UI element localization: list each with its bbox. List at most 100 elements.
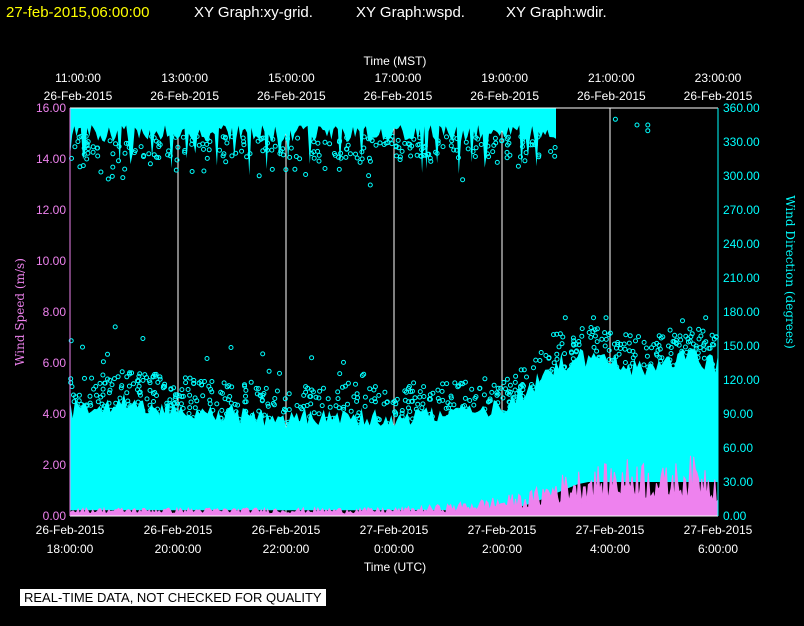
wdir-upper-point xyxy=(221,151,227,157)
wdir-point xyxy=(263,385,269,391)
wdir-point xyxy=(453,423,459,429)
wdir-upper-point xyxy=(316,158,322,164)
wdir-point xyxy=(256,408,262,414)
wdir-point xyxy=(119,383,125,389)
wdir-point xyxy=(409,388,415,394)
wdir-point xyxy=(319,422,325,428)
left-tick: 8.00 xyxy=(43,305,67,319)
wdir-point xyxy=(142,414,148,420)
right-tick: 150.00 xyxy=(723,339,760,353)
wdir-point xyxy=(626,340,632,346)
wdir-upper-point xyxy=(141,154,146,160)
wdir-point xyxy=(92,410,97,416)
wdir-point xyxy=(701,347,707,353)
wdir-point xyxy=(118,385,124,391)
wdir-upper-point xyxy=(515,163,521,169)
wdir-point xyxy=(552,374,558,380)
wdir-upper-point xyxy=(98,169,104,175)
wdir-upper-point xyxy=(337,138,343,144)
wdir-point xyxy=(259,413,265,419)
wdir-point xyxy=(458,411,464,417)
wdir-point xyxy=(641,339,647,345)
wdir-upper-point xyxy=(247,151,253,157)
wdir-upper-point xyxy=(389,141,395,147)
wdir-point xyxy=(426,396,432,402)
wdir-point xyxy=(529,382,534,387)
wdir-upper-point xyxy=(229,153,235,159)
wdir-upper-point xyxy=(292,166,298,172)
wdir-point xyxy=(243,393,248,399)
wdir-point xyxy=(131,381,136,387)
wdir-point xyxy=(340,384,345,390)
wdir-upper-point xyxy=(518,134,524,140)
wdir-point xyxy=(127,370,133,376)
wdir-upper-point xyxy=(486,154,492,160)
wdir-point xyxy=(106,390,112,396)
wdir-point xyxy=(402,388,408,394)
wdir-point xyxy=(613,345,619,351)
wdir-upper-point xyxy=(84,156,90,162)
wdir-point xyxy=(442,421,448,427)
wdir-point xyxy=(187,405,193,411)
wdir-upper-point xyxy=(645,122,651,128)
wdir-point xyxy=(462,379,468,385)
wdir-upper-point xyxy=(331,151,337,156)
wdir-point xyxy=(248,379,254,385)
wdir-point xyxy=(137,413,143,419)
wdir-point xyxy=(611,358,617,364)
wdir-point xyxy=(503,386,508,392)
wdir-point xyxy=(695,350,701,356)
wdir-upper-point xyxy=(552,145,558,150)
right-tick: 0.00 xyxy=(723,509,747,523)
wdir-point xyxy=(100,386,106,392)
wdir-point xyxy=(259,397,265,403)
wdir-point xyxy=(594,348,600,354)
wdir-point xyxy=(506,399,512,405)
wdir-upper-point xyxy=(485,143,491,149)
wdir-upper-point xyxy=(419,147,425,153)
bottom-tick-time: 2:00:00 xyxy=(482,542,522,556)
wdir-point xyxy=(362,403,368,409)
wdir-upper-point xyxy=(122,150,128,156)
wdir-point xyxy=(504,390,510,396)
wdir-point xyxy=(188,399,194,405)
wdir-upper-point xyxy=(113,141,118,147)
wdir-upper-point xyxy=(433,149,439,155)
wdir-point xyxy=(603,315,609,321)
wdir-point xyxy=(630,355,636,361)
wdir-upper-point xyxy=(365,136,371,142)
wdir-point xyxy=(294,403,300,408)
wdir-upper-point xyxy=(206,147,212,153)
right-tick: 360.00 xyxy=(723,101,760,115)
wdir-point xyxy=(341,359,346,365)
wdir-point xyxy=(129,370,135,376)
wdir-point xyxy=(124,374,130,380)
wdir-point xyxy=(305,385,311,391)
wdir-upper-point xyxy=(411,136,417,142)
wdir-point xyxy=(709,332,715,338)
wdir-point xyxy=(117,395,123,401)
wdir-upper-point xyxy=(527,142,533,148)
wdir-point xyxy=(272,422,278,428)
wdir-point xyxy=(286,421,292,427)
wdir-point xyxy=(187,392,193,398)
wdir-point xyxy=(447,402,453,408)
wdir-upper-point xyxy=(303,172,309,177)
wdir-upper-point xyxy=(311,155,317,161)
wdir-point xyxy=(249,412,255,418)
wdir-upper-point xyxy=(532,142,538,148)
wdir-upper-point xyxy=(287,154,293,160)
wdir-point xyxy=(367,386,373,392)
wdir-upper-point xyxy=(107,138,113,144)
wdir-point xyxy=(672,332,678,338)
wdir-point xyxy=(277,418,283,424)
wdir-upper-point xyxy=(347,151,353,157)
right-tick: 330.00 xyxy=(723,135,760,149)
wdir-point xyxy=(508,389,513,395)
wdir-point xyxy=(503,413,509,419)
wdir-upper-point xyxy=(416,141,422,147)
wdir-upper-point xyxy=(408,153,414,159)
wdir-point xyxy=(136,373,142,379)
wdir-point xyxy=(109,382,115,388)
wdir-point xyxy=(359,373,365,378)
